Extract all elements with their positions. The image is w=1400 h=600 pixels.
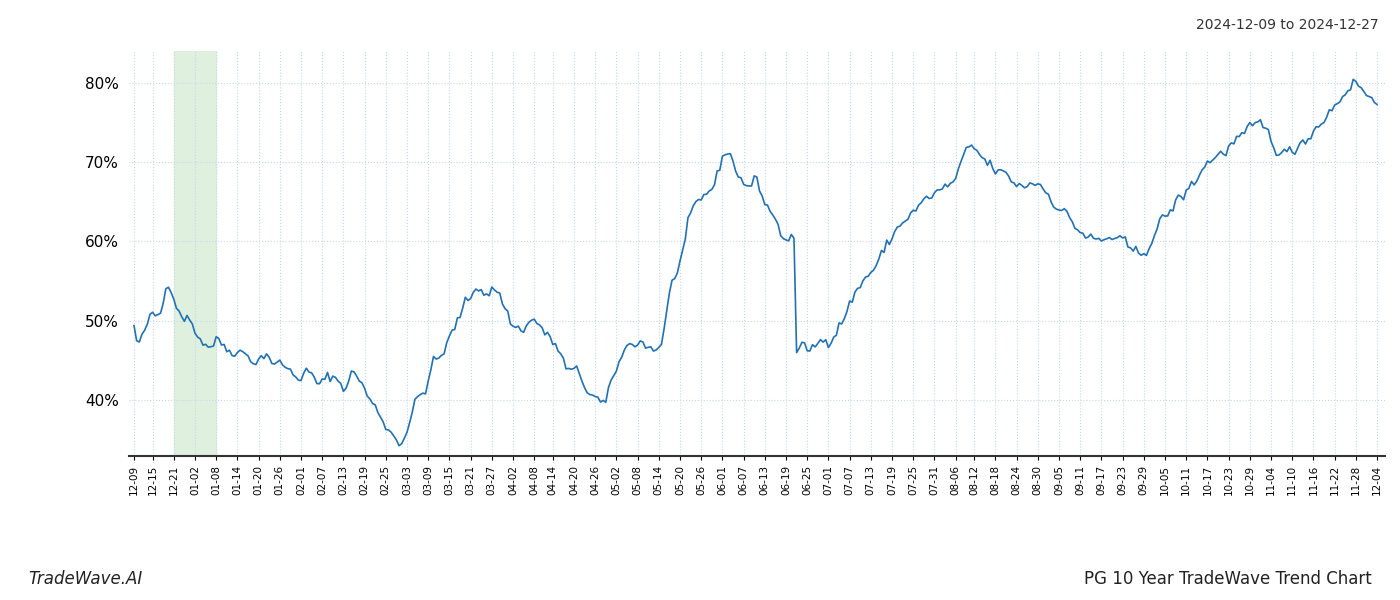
Bar <box>174 51 216 456</box>
Text: PG 10 Year TradeWave Trend Chart: PG 10 Year TradeWave Trend Chart <box>1084 570 1372 588</box>
Text: TradeWave.AI: TradeWave.AI <box>28 570 143 588</box>
Text: 2024-12-09 to 2024-12-27: 2024-12-09 to 2024-12-27 <box>1197 18 1379 32</box>
